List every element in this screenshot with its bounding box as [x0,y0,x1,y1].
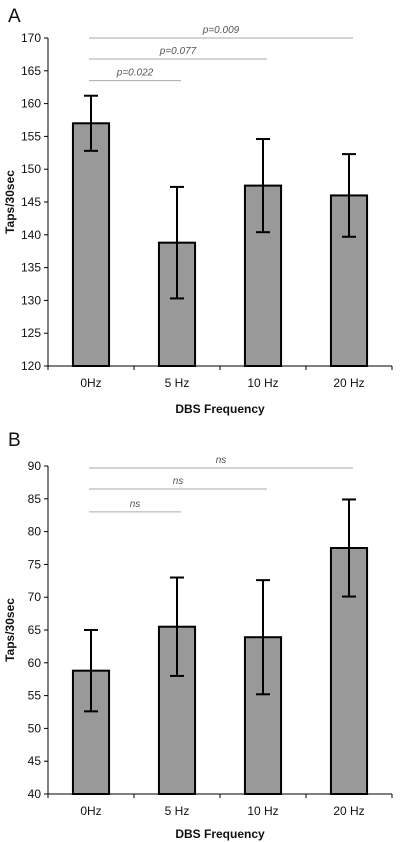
panel-a-y-tick-label: 120 [21,359,41,373]
panel-b-y-tick-label: 45 [28,754,42,768]
panel-b-category-label: 20 Hz [333,804,364,818]
panel-b-comparison-label: ns [216,455,227,466]
panel-b-y-tick-label: 70 [28,590,42,604]
panel-a-y-tick-label: 150 [21,162,41,176]
panel-b-y-tick-label: 60 [28,656,42,670]
panel-a-y-tick-label: 165 [21,64,41,78]
panel-a-y-tick-label: 155 [21,129,41,143]
panel-a-y-axis-title: Taps/30sec [3,170,17,234]
panel-b-comparison-label: ns [173,476,184,487]
panel-a-y-tick-label: 130 [21,293,41,307]
panel-b-category-label: 0Hz [80,804,101,818]
panel-b-y-tick-label: 50 [28,721,42,735]
panel-a-y-tick-label: 125 [21,326,41,340]
panel-a-comparison-label: p=0.009 [202,25,240,36]
panel-a-y-tick-label: 135 [21,261,41,275]
panel-a-y-tick-label: 145 [21,195,41,209]
panel-b-y-tick-label: 55 [28,689,42,703]
panel-b-letter: B [8,430,21,451]
panel-b-y-tick-label: 65 [28,623,42,637]
panel-b-y-tick-label: 85 [28,492,42,506]
panel-b-y-tick-label: 75 [28,557,42,571]
panel-a-y-tick-label: 170 [21,31,41,45]
panel-a-comparison-label: p=0.022 [116,68,154,79]
panel-b-chart: B 40 45 50 55 60 65 70 75 80 85 90 0Hz 5 Hz 10 Hz 20 Hz… [3,430,393,841]
panel-a-bar [71,122,111,367]
panel-a-y-tick-label: 160 [21,97,41,111]
panel-a-chart: A 120 125 130 135 140 145 150 155 160 165 170 0Hz 5 H… [3,6,393,416]
panel-b-y-tick-label: 80 [28,525,42,539]
panel-b-category-label: 5 Hz [165,804,190,818]
panel-a-comparison-label: p=0.077 [159,46,197,57]
panel-b-comparison-label: ns [130,499,141,510]
panel-a-category-label: 0Hz [80,376,101,390]
panel-a-category-label: 20 Hz [333,376,364,390]
panel-b-y-tick-label: 40 [28,787,42,801]
panel-a-letter: A [8,6,21,27]
panel-a-x-axis-title: DBS Frequency [175,402,265,416]
panel-a-category-label: 10 Hz [247,376,278,390]
panel-b-category-label: 10 Hz [247,804,278,818]
panel-a-category-label: 5 Hz [165,376,190,390]
panel-b-x-axis-title: DBS Frequency [175,827,265,841]
panel-a-y-tick-label: 140 [21,228,41,242]
panel-b-y-axis-title: Taps/30sec [3,598,17,662]
panel-b-y-tick-label: 90 [28,459,42,473]
